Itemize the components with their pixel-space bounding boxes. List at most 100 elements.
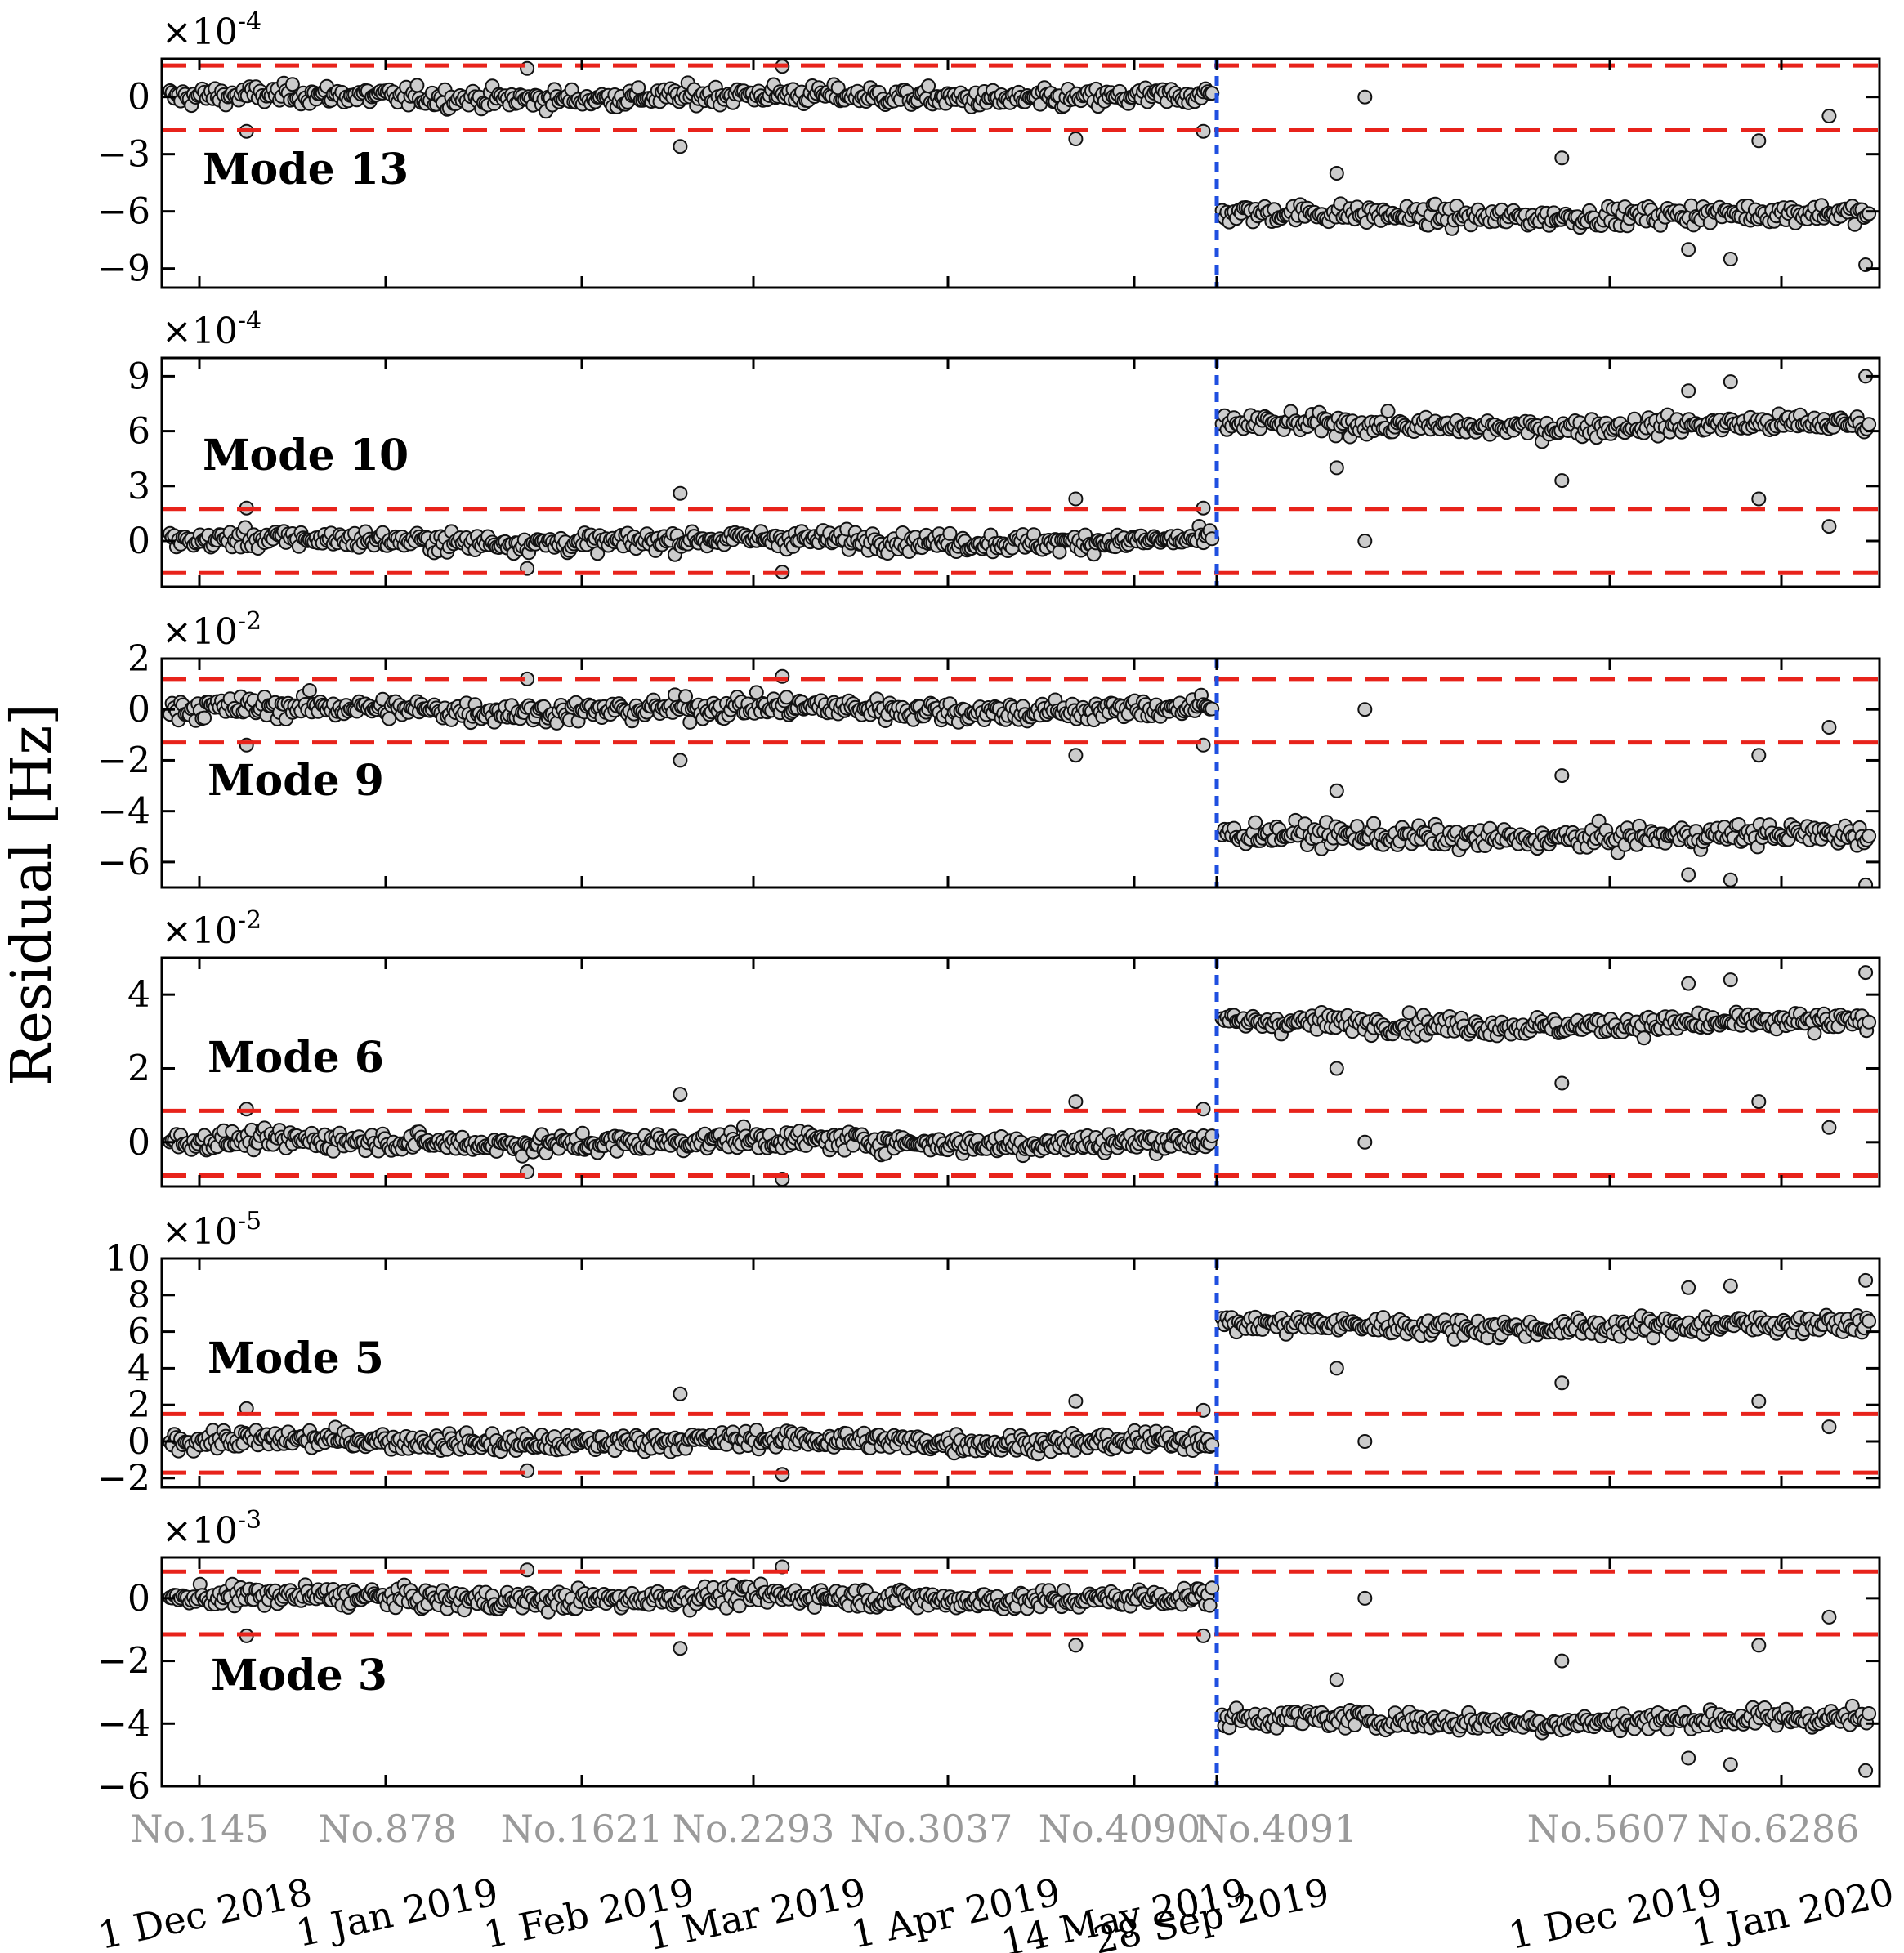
multiplier-exponent: -4	[238, 7, 261, 36]
multiplier-exponent: -2	[238, 906, 261, 935]
multiplier-base: ×10	[162, 910, 238, 952]
axis-multiplier: ×10-2	[162, 607, 261, 653]
axis-multiplier: ×10-2	[162, 906, 261, 952]
plot-area	[162, 965, 1879, 1187]
y-tick-label: −6	[97, 842, 150, 883]
outlier-point	[1681, 383, 1696, 399]
outlier-point	[1329, 166, 1344, 181]
data-point	[1366, 816, 1382, 831]
data-points	[163, 369, 1877, 580]
data-point	[574, 1125, 590, 1141]
y-tick-label: −4	[97, 791, 150, 833]
axes-frame	[160, 1257, 1881, 1489]
y-tick-label: 0	[127, 1122, 150, 1164]
index-tick-label: No.5607	[1527, 1807, 1690, 1851]
outlier-point	[1357, 1590, 1373, 1606]
y-tick-label: 6	[127, 411, 150, 453]
y-tick-label: −6	[97, 191, 150, 233]
outlier-point	[1751, 1638, 1767, 1653]
mode-label: Mode 6	[208, 1033, 384, 1083]
data-point	[1202, 1598, 1218, 1613]
outlier-point	[1068, 748, 1084, 763]
outlier-point	[1068, 491, 1084, 507]
y-tick-label: 0	[127, 77, 150, 118]
outlier-point	[1821, 109, 1837, 123]
outlier-point	[673, 485, 688, 501]
outlier-point	[1681, 976, 1696, 991]
data-points	[163, 59, 1877, 272]
outlier-point	[1329, 460, 1344, 476]
outlier-point	[1357, 1434, 1373, 1449]
date-tick-label: 1 Jan 2019	[292, 1870, 502, 1953]
outlier-point	[1329, 1361, 1344, 1376]
y-tick-label: −2	[97, 1641, 150, 1683]
data-point	[921, 78, 936, 94]
multiplier-base: ×10	[162, 1510, 238, 1552]
outlier-point	[1681, 242, 1696, 257]
outlier-point	[1068, 132, 1084, 146]
axis-multiplier: ×10-4	[162, 7, 261, 53]
y-tick-label: 6	[127, 1312, 150, 1353]
data-points	[163, 668, 1877, 887]
data-point	[1862, 1014, 1877, 1030]
data-point	[590, 546, 606, 561]
y-axis-label: Residual [Hz]	[0, 704, 65, 1086]
data-point	[284, 77, 300, 92]
y-tick-label: 2	[127, 1048, 150, 1089]
data-point	[1636, 1030, 1651, 1046]
outlier-point	[1681, 1280, 1696, 1295]
data-points	[163, 1559, 1877, 1778]
outlier-point	[1751, 1094, 1767, 1110]
data-point	[1205, 1580, 1220, 1596]
outlier-point	[1821, 720, 1837, 735]
data-point	[1862, 206, 1877, 221]
axis-multiplier: ×10-3	[162, 1506, 261, 1552]
data-point	[1380, 404, 1396, 419]
outlier-point	[1858, 1763, 1874, 1778]
outlier-point	[1723, 1278, 1738, 1294]
data-points	[163, 1272, 1877, 1482]
outlier-point	[1357, 89, 1373, 105]
panel-4: 0 2 4 ×10-2 Mode 6	[127, 906, 1881, 1188]
axis-multiplier: ×10-5	[162, 1207, 261, 1253]
y-tick-label: 0	[127, 689, 150, 731]
y-tick-label: 0	[127, 521, 150, 562]
y-tick-label: −2	[97, 740, 150, 781]
multiplier-base: ×10	[162, 11, 238, 53]
y-tick-label: 9	[127, 355, 150, 397]
outlier-point	[1357, 702, 1373, 717]
data-point	[779, 690, 794, 705]
data-point	[197, 710, 212, 726]
index-tick-label: No.1621	[501, 1807, 664, 1851]
outlier-point	[1723, 972, 1738, 988]
data-point	[382, 711, 397, 726]
outlier-point	[1751, 748, 1767, 763]
index-tick-label: No.145	[130, 1807, 269, 1851]
y-tick-label: 4	[127, 974, 150, 1016]
outlier-point	[1357, 534, 1373, 548]
multiplier-base: ×10	[162, 1211, 238, 1253]
y-tick-label: −9	[97, 248, 150, 290]
outlier-point	[1821, 1419, 1837, 1435]
outlier-point	[1681, 867, 1696, 883]
outlier-point	[1329, 1672, 1344, 1687]
x-axis-labels: No.145 No.878 No.1621 No.2293 No.3037 No.4090…	[94, 1807, 1897, 1953]
data-point	[1862, 1313, 1877, 1329]
axes-frame	[160, 57, 1881, 289]
outlier-point	[1554, 1653, 1570, 1669]
outlier-point	[1068, 1393, 1084, 1409]
outlier-point	[1751, 133, 1767, 149]
axes-frame	[160, 1556, 1881, 1788]
outlier-point	[1357, 1134, 1373, 1150]
data-point	[682, 714, 698, 730]
outlier-point	[1554, 768, 1570, 784]
data-point	[409, 78, 425, 93]
outlier-point	[1068, 1638, 1084, 1653]
data-point	[302, 683, 317, 698]
outlier-point	[673, 1641, 688, 1656]
outlier-point	[1554, 473, 1570, 489]
outlier-point	[1751, 1393, 1767, 1409]
